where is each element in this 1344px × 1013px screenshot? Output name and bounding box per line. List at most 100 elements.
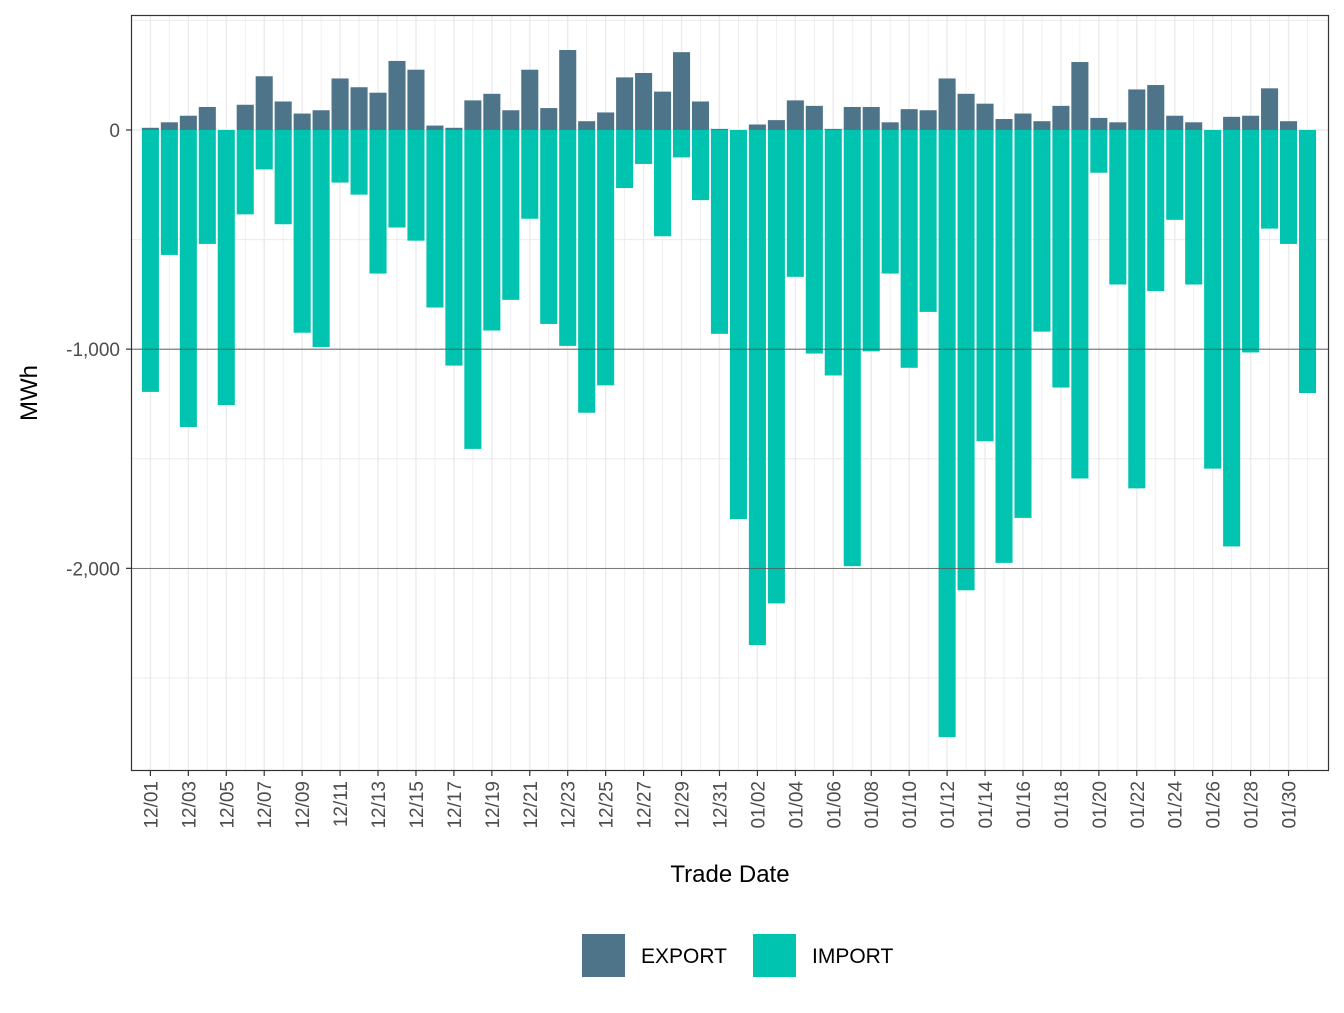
x-tick-label: 12/25 — [597, 781, 618, 829]
bar-export-12-07 — [255, 76, 273, 130]
x-tick-label: 01/26 — [1204, 781, 1225, 829]
bar-export-12-03 — [179, 115, 197, 130]
bar-import-01-13 — [957, 129, 975, 591]
x-tick-label: 12/17 — [445, 781, 466, 829]
bar-export-01-02 — [748, 124, 766, 130]
bar-import-01-23 — [1147, 129, 1165, 292]
bar-import-01-10 — [900, 129, 918, 368]
bar-import-01-16 — [1014, 129, 1032, 518]
bar-import-01-20 — [1090, 129, 1108, 173]
bar-import-01-08 — [862, 129, 880, 352]
x-tick-label: 12/05 — [217, 781, 238, 829]
bar-import-12-06 — [236, 129, 254, 215]
bar-import-01-01 — [729, 129, 747, 520]
bar-export-12-29 — [672, 52, 691, 130]
bar-export-01-28 — [1242, 115, 1260, 130]
bar-import-12-16 — [426, 129, 444, 308]
bar-import-12-03 — [179, 129, 197, 427]
x-tick-label: 12/13 — [369, 781, 390, 829]
bar-import-01-19 — [1071, 129, 1089, 479]
plot-panel-border — [130, 14, 1330, 772]
x-tick-label: 12/21 — [521, 781, 542, 829]
bar-import-12-04 — [198, 129, 216, 244]
x-tick-label: 01/10 — [900, 781, 921, 829]
x-tick-label: 01/24 — [1166, 781, 1187, 829]
bar-export-01-20 — [1090, 117, 1108, 130]
bar-export-12-22 — [540, 108, 558, 130]
bar-export-12-08 — [274, 101, 292, 130]
bar-import-01-18 — [1052, 129, 1070, 388]
x-tick-label: 12/15 — [407, 781, 428, 829]
bar-export-12-09 — [293, 113, 311, 130]
bar-export-12-31 — [710, 128, 729, 130]
y-tick-label: -2,000 — [66, 559, 120, 580]
bar-import-12-05 — [217, 129, 235, 406]
x-tick-label: 01/02 — [748, 781, 769, 829]
bar-import-01-15 — [995, 129, 1013, 563]
bar-import-01-17 — [1033, 129, 1051, 332]
x-tick-label: 01/14 — [976, 781, 997, 829]
bar-export-12-01 — [141, 127, 159, 130]
axis-layer: 0 -1,000 -2,000 12/01 12/03 12/05 12/07 12/09 12… — [66, 121, 1300, 829]
bar-import-01-27 — [1223, 129, 1241, 547]
x-tick-label: 12/19 — [483, 781, 504, 829]
legend-swatch-export — [582, 934, 625, 977]
bar-import-12-07 — [255, 129, 273, 170]
bar-import-01-05 — [805, 129, 823, 354]
bar-export-01-14 — [976, 103, 994, 130]
bar-import-12-31 — [710, 129, 729, 334]
bar-import-12-12 — [350, 129, 368, 195]
bar-export-01-13 — [957, 93, 975, 130]
bar-export-01-05 — [805, 105, 823, 130]
bar-export-01-22 — [1128, 89, 1146, 130]
bar-export-12-21 — [521, 69, 539, 130]
bar-export-01-23 — [1147, 85, 1165, 130]
bar-import-01-24 — [1166, 129, 1184, 220]
bar-export-01-24 — [1166, 115, 1184, 130]
bar-export-12-12 — [350, 87, 368, 130]
bar-export-12-17 — [445, 127, 463, 130]
bar-import-12-09 — [293, 129, 311, 333]
bar-export-01-07 — [843, 106, 861, 130]
bar-export-12-30 — [691, 101, 710, 130]
legend-swatch-import — [753, 934, 796, 977]
bar-import-12-13 — [369, 129, 387, 274]
bar-export-01-18 — [1052, 105, 1070, 130]
bar-export-01-04 — [786, 100, 804, 130]
bar-export-12-13 — [369, 92, 387, 130]
bar-export-01-29 — [1261, 88, 1279, 130]
bar-export-12-23 — [559, 49, 577, 130]
bar-export-01-12 — [938, 78, 956, 130]
x-tick-label: 12/29 — [673, 781, 694, 829]
bar-import-12-22 — [540, 129, 558, 324]
bar-export-12-14 — [388, 60, 406, 130]
bar-import-12-28 — [654, 129, 672, 237]
bar-import-01-26 — [1204, 129, 1222, 469]
bar-import-12-30 — [691, 129, 710, 201]
x-tick-label: 12/23 — [559, 781, 580, 829]
bar-export-12-16 — [426, 125, 444, 130]
x-axis-title: Trade Date — [670, 861, 789, 888]
bar-export-01-15 — [995, 119, 1013, 130]
bar-export-12-06 — [236, 104, 254, 130]
y-tick-label: -1,000 — [66, 340, 120, 361]
bar-import-01-04 — [786, 129, 804, 277]
legend-label-import: IMPORT — [812, 945, 893, 968]
legend-label-export: EXPORT — [641, 945, 727, 968]
bar-import-01-25 — [1185, 129, 1203, 285]
bar-import-12-24 — [578, 129, 596, 413]
bar-export-01-27 — [1223, 116, 1241, 130]
bar-export-12-15 — [407, 69, 425, 130]
bar-export-01-16 — [1014, 113, 1032, 130]
bar-export-12-25 — [597, 112, 615, 130]
bar-import-01-31 — [1298, 129, 1317, 393]
bar-import-01-06 — [824, 129, 842, 376]
x-tick-label: 01/30 — [1280, 781, 1301, 829]
y-axis-title: MWh — [16, 365, 43, 421]
bar-import-12-08 — [274, 129, 292, 225]
bar-import-01-29 — [1261, 129, 1279, 229]
x-tick-label: 12/03 — [179, 781, 200, 829]
bar-import-12-21 — [521, 129, 539, 219]
bar-export-01-09 — [881, 122, 899, 130]
